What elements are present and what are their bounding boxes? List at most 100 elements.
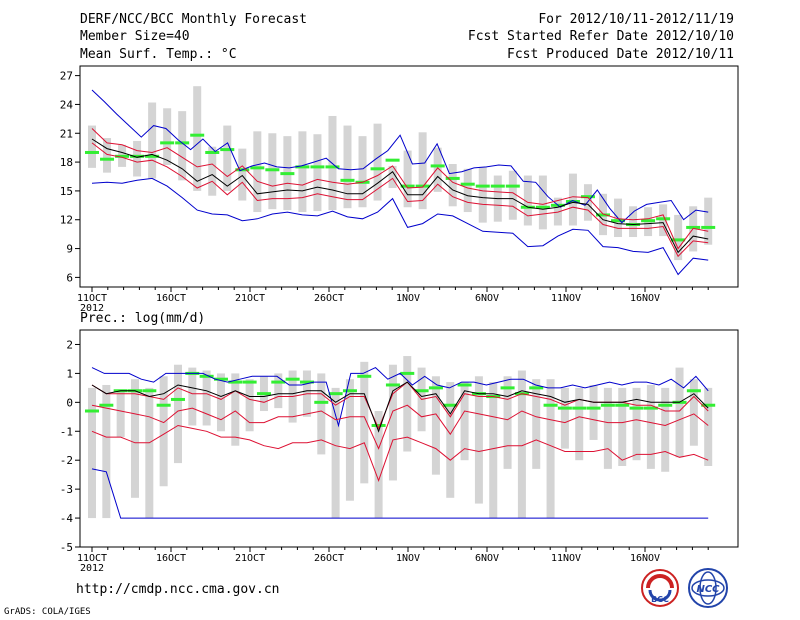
precipitation-ensemble-box <box>88 387 96 519</box>
temperature-ensemble-box <box>298 131 307 213</box>
temperature-ensemble-box <box>238 148 247 201</box>
precipitation-ensemble-box <box>202 370 211 426</box>
temperature-lower-line <box>91 142 709 258</box>
precipitation-ensemble-box <box>632 387 641 461</box>
temperature-ensemble-box <box>163 108 172 165</box>
temperature-xtick-label: 11OCT <box>77 293 107 304</box>
temperature-ensemble-box <box>103 138 112 173</box>
precipitation-xtick-label: 11OCT <box>77 553 107 564</box>
temperature-ensemble-box <box>193 86 202 191</box>
precipitation-ensemble-box <box>546 379 555 519</box>
temperature-ensemble-box <box>388 165 397 189</box>
temperature-ensemble-box <box>508 170 517 220</box>
precipitation-ensemble-box <box>503 376 512 469</box>
temperature-xtick-label: 16OCT <box>156 293 186 304</box>
temperature-ensemble-box <box>178 111 187 181</box>
variable-label: Mean Surf. Temp.: °C <box>80 47 237 62</box>
precipitation-max-line <box>91 367 709 428</box>
refer-date: Fcst Started Refer Date 2012/10/10 <box>467 29 734 44</box>
ncc-logo-text: NCC <box>696 584 720 595</box>
precipitation-lower-line <box>91 404 709 450</box>
precipitation-ensemble-box <box>317 373 326 455</box>
precipitation-ensemble-box <box>618 387 627 466</box>
precipitation-ytick-label: 2 <box>66 338 73 351</box>
precipitation-xtick-label: 16NOV <box>630 553 660 564</box>
precipitation-ytick-label: -4 <box>60 512 74 525</box>
precipitation-ensemble-box <box>403 356 412 452</box>
precipitation-ensemble-box <box>474 376 483 504</box>
precipitation-ensemble-box <box>517 370 526 519</box>
precipitation-ensemble-box <box>603 387 612 469</box>
temperature-ensemble-box <box>373 123 382 201</box>
precipitation-ensemble-box <box>646 384 655 469</box>
precipitation-xtick-label: 1NOV <box>396 553 420 564</box>
precipitation-ytick-label: -5 <box>60 541 73 554</box>
temperature-min-line <box>91 177 709 276</box>
temperature-ytick-label: 12 <box>60 214 73 227</box>
precipitation-ensemble-box <box>173 364 182 464</box>
precipitation-ensemble-box <box>331 387 340 519</box>
precipitation-ensemble-box <box>188 367 197 426</box>
precipitation-xtick-label: 11NOV <box>551 553 581 564</box>
precipitation-ytick-label: -3 <box>60 483 73 496</box>
temperature-ensemble-box <box>208 146 217 196</box>
temperature-ensemble-box <box>583 184 592 221</box>
temperature-xtick-label: 6NOV <box>475 293 499 304</box>
precipitation-ensemble-box <box>145 387 154 519</box>
precipitation-min-line <box>91 468 709 519</box>
precipitation-ensemble-box <box>159 376 168 487</box>
temperature-max-line <box>91 89 709 224</box>
precipitation-ensemble-box <box>446 382 455 498</box>
temperature-ensemble-box <box>478 166 487 223</box>
precipitation-ensemble-box <box>575 387 584 461</box>
precipitation-ensemble-box <box>560 387 569 449</box>
temperature-xtick-label: 11NOV <box>551 293 581 304</box>
temperature-ensemble-box <box>538 175 547 230</box>
precipitation-ensemble-box <box>675 367 684 458</box>
ncc-logo-icon: NCC <box>688 568 728 608</box>
temperature-ytick-label: 6 <box>66 271 73 284</box>
temperature-ensemble-box <box>343 125 352 209</box>
temperature-ytick-label: 21 <box>60 127 73 140</box>
precipitation-p10-line <box>91 424 709 482</box>
precipitation-ensemble-box <box>130 379 139 498</box>
precipitation-xtick-label: 16OCT <box>156 553 186 564</box>
precipitation-ensemble-box <box>689 379 698 446</box>
grads-credit: GrADS: COLA/IGES <box>4 607 91 617</box>
precipitation-mean-line <box>91 381 709 433</box>
precipitation-ensemble-box <box>245 379 254 432</box>
precipitation-ytick-label: 0 <box>66 396 73 409</box>
precipitation-ytick-label: -2 <box>60 454 73 467</box>
produced-date: Fcst Produced Date 2012/10/11 <box>507 47 734 62</box>
temperature-ensemble-box <box>704 197 713 245</box>
temperature-ytick-label: 15 <box>60 185 73 198</box>
temperature-ensemble-box <box>358 136 367 208</box>
source-url[interactable]: http://cmdp.ncc.cma.gov.cn <box>76 582 280 597</box>
precipitation-frame <box>79 329 739 548</box>
temperature-xtick-label: 26OCT <box>314 293 344 304</box>
precipitation-ensemble-box <box>360 361 369 484</box>
precipitation-xtick-label: 6NOV <box>475 553 499 564</box>
bcc-logo-text: BCC <box>651 595 669 604</box>
precipitation-xtick-label: 21OCT <box>235 553 265 564</box>
temperature-ytick-label: 24 <box>60 98 74 111</box>
precipitation-ensemble-box <box>460 382 469 461</box>
precipitation-ensemble-box <box>231 373 240 446</box>
precipitation-ensemble-box <box>116 390 125 438</box>
temperature-ensemble-box <box>418 132 427 210</box>
temperature-ensemble-box <box>448 164 457 207</box>
precipitation-ensemble-box <box>274 373 283 409</box>
precipitation-ensemble-box <box>431 376 440 475</box>
precipitation-ensemble-box <box>374 411 383 519</box>
precipitation-xtick-label: 26OCT <box>314 553 344 564</box>
temperature-ensemble-box <box>313 134 322 212</box>
temperature-ensemble-box <box>523 175 532 226</box>
temperature-xtick-label: 16NOV <box>630 293 660 304</box>
temperature-ytick-label: 27 <box>60 70 73 83</box>
temperature-ensemble-box <box>463 168 472 213</box>
temperature-ensemble-box <box>629 206 638 238</box>
temperature-xtick-label: 1NOV <box>396 293 420 304</box>
temperature-ensemble-box <box>223 125 232 191</box>
temperature-ensemble-box <box>133 140 142 177</box>
